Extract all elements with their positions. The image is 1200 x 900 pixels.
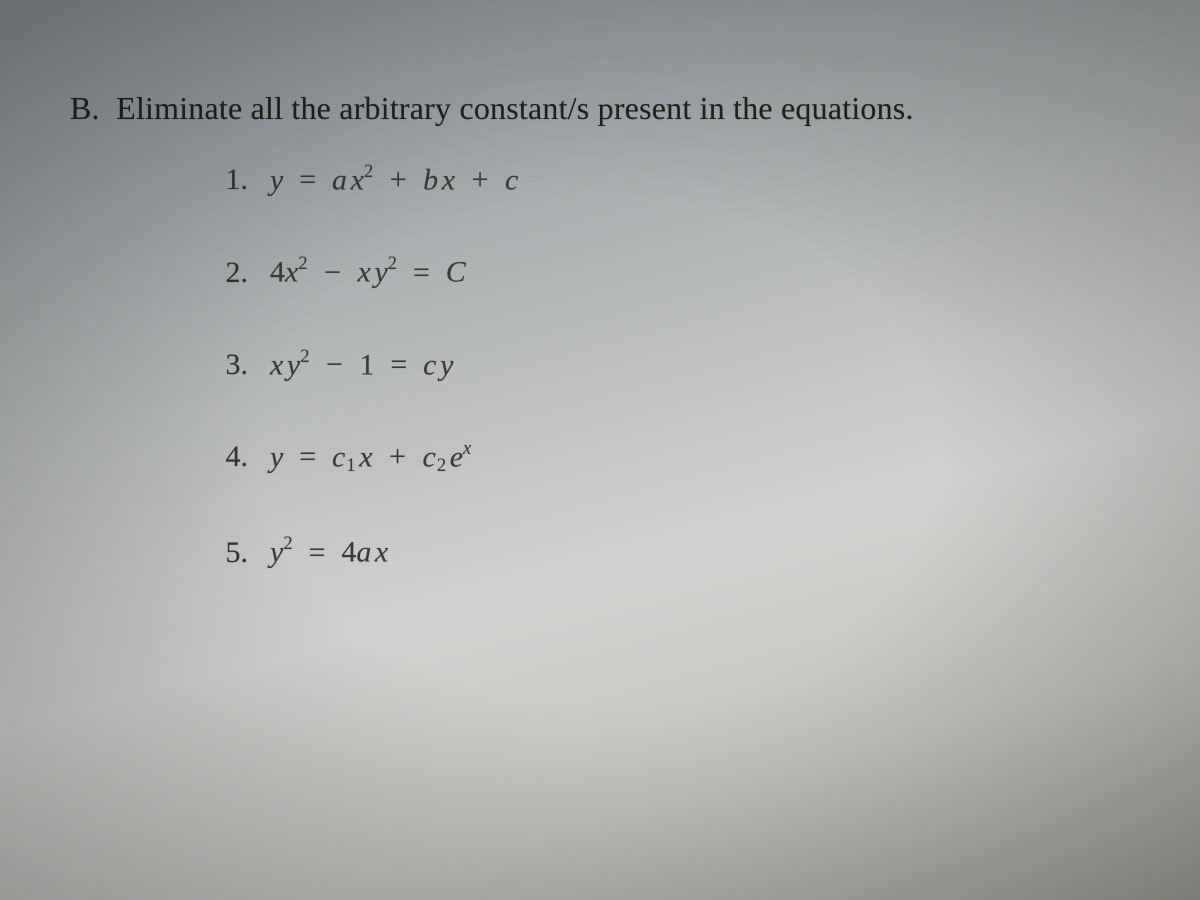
equation-4: y = c1x + c2ex [270,438,471,477]
equation-1: y = ax2 + bx + c [270,161,518,197]
worksheet-section: B. Eliminate all the arbitrary constant/… [70,90,1130,626]
equation-2: 4x2 − xy2 = C [270,253,466,289]
section-prompt: B. Eliminate all the arbitrary constant/… [70,90,1130,127]
equation-3: xy2 − 1 = cy [270,346,453,382]
problem-number: 5. [220,536,248,570]
problem-5: 5. y2 = 4ax [220,533,1130,569]
problem-list: 1. y = ax2 + bx + c 2. 4x2 − xy2 = C 3. [220,161,1130,570]
problem-number: 3. [220,348,248,382]
problem-3: 3. xy2 − 1 = cy [220,346,1130,382]
equation-5: y2 = 4ax [270,533,388,569]
problem-1: 1. y = ax2 + bx + c [220,161,1130,197]
problem-number: 1. [220,163,248,197]
section-label: B. [70,90,108,127]
problem-number: 2. [220,256,248,290]
prompt-text: Eliminate all the arbitrary constant/s p… [116,90,913,126]
problem-4: 4. y = c1x + c2ex [220,438,1130,477]
problem-number: 4. [220,440,248,474]
problem-2: 2. 4x2 − xy2 = C [220,253,1130,289]
